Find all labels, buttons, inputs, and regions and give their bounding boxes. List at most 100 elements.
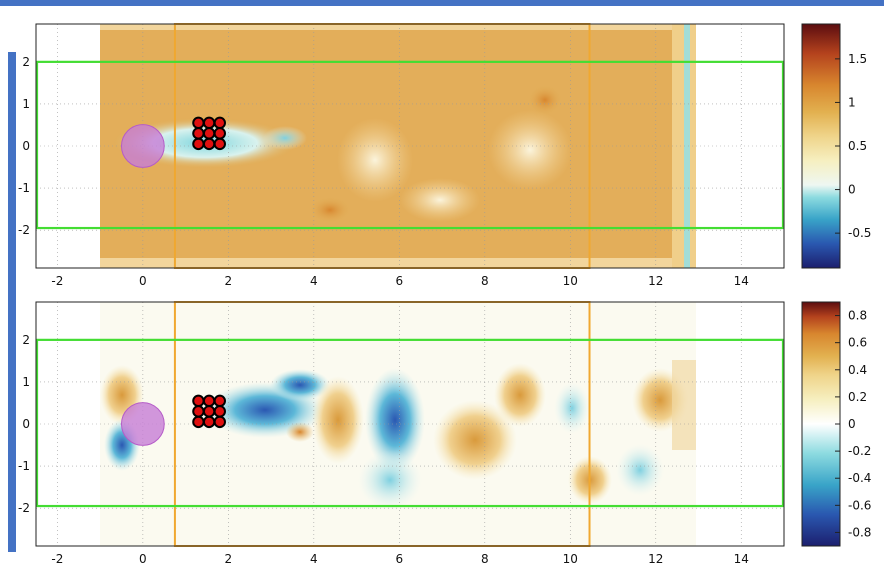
bottom-overlay [35, 301, 785, 547]
xtick-label: -2 [51, 552, 63, 566]
top-panel: -2 0 2 4 6 8 10 12 14 210-1-2 1.510.50-0.5 [18, 23, 871, 288]
ytick-label: -2 [18, 223, 30, 237]
top-colorbar [801, 23, 841, 269]
colorbar-tick-label: 0.8 [848, 309, 867, 323]
ytick-label: 0 [22, 417, 30, 431]
colorbar-tick-label: -0.5 [848, 226, 871, 240]
particle-marker [213, 137, 226, 151]
particle-marker [192, 116, 205, 130]
colorbar-tick-label: 0.6 [848, 336, 867, 350]
xtick-label: 6 [395, 552, 403, 566]
particle-marker [202, 137, 216, 151]
left-accent-bar [8, 52, 16, 552]
colorbar-tick-label: -0.4 [848, 471, 871, 485]
colorbar-tick-label: -0.6 [848, 498, 871, 512]
bottom-blob-g [365, 368, 425, 472]
bottom-blob-j [494, 363, 546, 427]
top-accent-bar [0, 0, 884, 6]
particle-marker [192, 137, 205, 151]
xtick-label: -2 [51, 274, 63, 288]
xtick-label: 6 [395, 274, 403, 288]
colorbar-tick-label: 0.5 [848, 139, 867, 153]
top-xtick-labels: -2 0 2 4 6 8 10 12 14 [51, 274, 749, 288]
bottom-blob-n [616, 444, 664, 496]
xtick-label: 0 [139, 552, 147, 566]
bottom-blob-h [358, 450, 422, 510]
ytick-label: 0 [22, 139, 30, 153]
bottom-blob-e [286, 422, 314, 442]
bottom-colorbar [801, 301, 841, 547]
xtick-label: 14 [734, 552, 749, 566]
ytick-label: -1 [18, 181, 30, 195]
bottom-boundary-right [672, 360, 696, 450]
top-field [100, 24, 696, 268]
bottom-blob-i [433, 400, 517, 480]
colorbar-tick-label: 0.4 [848, 363, 867, 377]
particle-marker [202, 394, 216, 408]
xtick-label: 0 [139, 274, 147, 288]
top-dark-blob-2 [308, 196, 352, 224]
bottom-blob-d [270, 369, 330, 401]
particle-marker [213, 116, 226, 130]
top-light-blob-1 [337, 118, 413, 202]
particle-marker [213, 405, 226, 418]
particle-marker [213, 394, 226, 408]
xtick-label: 10 [563, 552, 578, 566]
particle-marker [202, 405, 216, 418]
bottom-blob-k [554, 382, 590, 434]
green-region-box [35, 60, 785, 230]
ytick-label: 1 [22, 375, 30, 389]
green-region-box [35, 338, 785, 508]
particle-marker [213, 127, 226, 140]
top-boundary-right-cyan [684, 24, 690, 268]
colorbar-tick-label: 0.2 [848, 390, 867, 404]
cylinder-obstacle [120, 124, 165, 168]
top-axes-frame [35, 23, 785, 269]
particle-marker [192, 127, 205, 140]
colorbar-tick-label: 1 [848, 95, 856, 109]
bottom-blob-f [312, 376, 364, 464]
top-colorbar-ticks: 1.5 1 0.5 0 -0.5 [835, 52, 871, 240]
xtick-label: 2 [225, 274, 233, 288]
colorbar-tick-label: 0 [848, 183, 856, 197]
ytick-label: 2 [22, 55, 30, 69]
bottom-colorbar-ticks: 0.8 0.6 0.4 0.2 0 -0.2 -0.4 -0.6 -0.8 [835, 309, 871, 539]
particle-marker [202, 415, 216, 429]
cylinder-obstacle [120, 402, 165, 446]
xtick-label: 12 [648, 552, 663, 566]
top-wake-tail [263, 126, 307, 150]
top-light-blob-3 [400, 178, 480, 222]
colorbar-tick-label: 1.5 [848, 52, 867, 66]
bottom-xtick-labels: -2 0 2 4 6 8 10 12 14 [51, 552, 749, 566]
bottom-ytick-labels: 2 1 0 -1 -2 [18, 333, 30, 515]
ytick-label: -1 [18, 459, 30, 473]
xtick-label: 4 [310, 274, 318, 288]
xtick-label: 8 [481, 552, 489, 566]
particle-marker [202, 127, 216, 140]
xtick-label: 2 [225, 552, 233, 566]
colorbar-tick-label: -0.8 [848, 525, 871, 539]
ytick-label: 2 [22, 333, 30, 347]
colorbar-tick-label: -0.2 [848, 444, 871, 458]
particle-marker [192, 405, 205, 418]
top-dark-blob-1 [527, 84, 563, 116]
ytick-label: -2 [18, 501, 30, 515]
xtick-label: 12 [648, 274, 663, 288]
top-boundary-top [100, 24, 696, 30]
particle-marker [192, 394, 205, 408]
xtick-label: 4 [310, 552, 318, 566]
top-boundary-bottom [100, 258, 696, 268]
particle-marker [202, 116, 216, 130]
bottom-axes-frame [35, 301, 785, 547]
xtick-label: 8 [481, 274, 489, 288]
xtick-label: 10 [563, 274, 578, 288]
ytick-label: 1 [22, 97, 30, 111]
colorbar-tick-label: 0 [848, 417, 856, 431]
bottom-panel: -2 0 2 4 6 8 10 12 14 210-1-2 0.80.60.40.20-0.2-… [18, 301, 871, 566]
particle-marker [192, 415, 205, 429]
bottom-field [100, 302, 696, 546]
top-light-blob-2 [488, 110, 572, 190]
xtick-label: 14 [734, 274, 749, 288]
top-ytick-labels: 2 1 0 -1 -2 [18, 55, 30, 237]
